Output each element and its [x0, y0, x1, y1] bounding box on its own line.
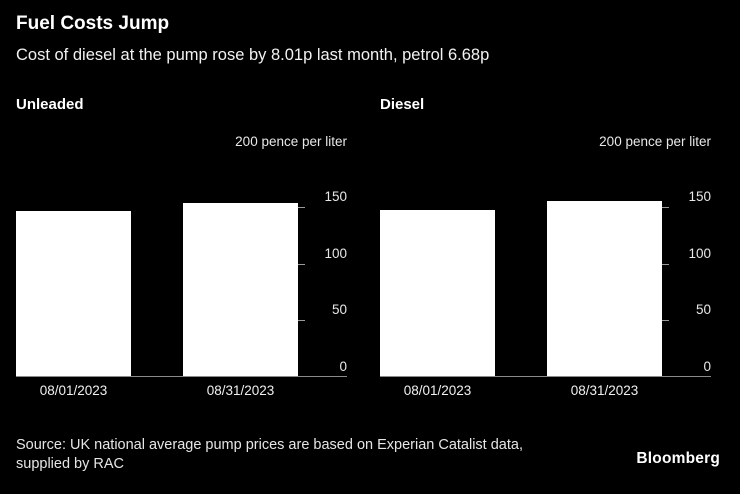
- plot-area: [380, 150, 711, 376]
- panel-diesel: Diesel 200 pence per liter 150 100 50 0 …: [380, 96, 711, 408]
- source-text: Source: UK national average pump prices …: [16, 436, 523, 474]
- y-tick-label: 50: [695, 302, 711, 317]
- y-axis-unit-label: 200 pence per liter: [235, 134, 347, 149]
- bar-unleaded-end: [183, 203, 298, 376]
- x-axis-label: 08/31/2023: [206, 383, 275, 398]
- y-tick-label: 0: [703, 359, 711, 374]
- panel-title-unleaded: Unleaded: [16, 96, 84, 113]
- y-tick-label: 100: [688, 246, 711, 261]
- plot-area: [16, 150, 347, 376]
- y-axis-unit-label: 200 pence per liter: [599, 134, 711, 149]
- source-line-1: Source: UK national average pump prices …: [16, 437, 523, 453]
- y-tick-label: 50: [331, 302, 347, 317]
- page-subtitle: Cost of diesel at the pump rose by 8.01p…: [16, 46, 490, 64]
- x-axis-line: [16, 376, 347, 377]
- bar-unleaded-start: [16, 211, 131, 376]
- y-tick-0: 0: [287, 359, 347, 374]
- bloomberg-logo: Bloomberg: [636, 450, 720, 467]
- bar-diesel-end: [547, 201, 662, 376]
- y-tick-label: 100: [324, 246, 347, 261]
- page-title: Fuel Costs Jump: [16, 13, 170, 34]
- y-tick-label: 150: [688, 189, 711, 204]
- panel-unleaded: Unleaded 200 pence per liter 150 100 50 …: [16, 96, 347, 408]
- source-line-2: supplied by RAC: [16, 456, 124, 472]
- y-tick-label: 150: [324, 189, 347, 204]
- x-axis-label: 08/01/2023: [403, 383, 472, 398]
- y-tick-label: 0: [339, 359, 347, 374]
- x-axis-label: 08/31/2023: [570, 383, 639, 398]
- y-tick-0: 0: [651, 359, 711, 374]
- x-axis-line: [380, 376, 711, 377]
- panel-title-diesel: Diesel: [380, 96, 425, 113]
- x-axis-label: 08/01/2023: [39, 383, 108, 398]
- bar-diesel-start: [380, 210, 495, 376]
